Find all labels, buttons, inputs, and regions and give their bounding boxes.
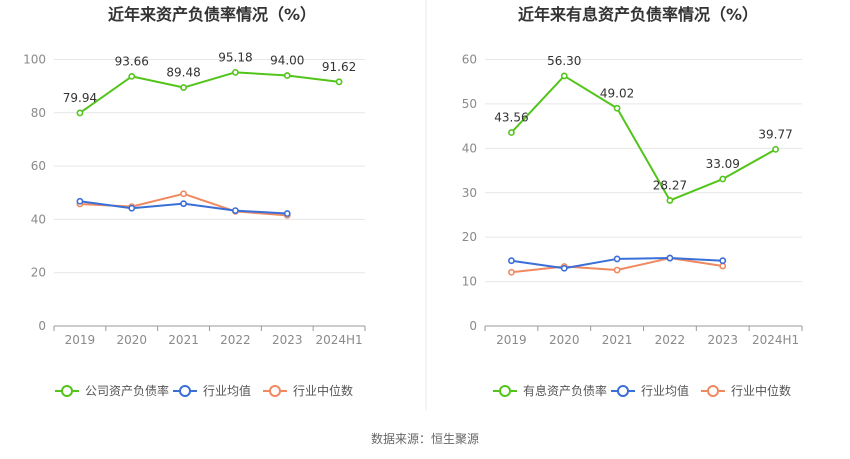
y-tick-label: 0 (469, 319, 477, 333)
x-tick-label: 2023 (707, 333, 738, 347)
legend-label: 行业均值 (203, 383, 251, 398)
series-line (79, 71, 340, 114)
y-tick-label: 60 (31, 159, 46, 173)
data-point (283, 210, 291, 217)
data-point (283, 72, 291, 79)
y-tick-label: 10 (462, 275, 477, 289)
data-label: 28.27 (653, 178, 687, 192)
data-point (613, 266, 621, 274)
data-label: 49.02 (600, 86, 634, 100)
data-label: 79.94 (63, 91, 97, 105)
data-point (666, 254, 674, 262)
data-point (772, 145, 779, 153)
data-point (180, 84, 187, 91)
data-point (666, 197, 674, 204)
data-point (335, 78, 343, 86)
x-tick-label: 2019 (65, 333, 96, 347)
data-label: 56.30 (547, 54, 581, 68)
data-point (508, 268, 515, 276)
data-point (76, 109, 84, 117)
y-tick-label: 20 (462, 230, 477, 244)
data-source: 数据来源：恒生聚源 (371, 431, 479, 446)
data-point (613, 104, 621, 112)
data-label: 43.56 (494, 111, 528, 125)
x-tick-label: 2020 (549, 333, 580, 347)
data-label: 33.09 (706, 157, 740, 171)
legend-label: 行业中位数 (731, 383, 791, 398)
legend-item[interactable]: 行业均值 (173, 383, 251, 398)
y-tick-label: 0 (38, 319, 46, 333)
legend-item[interactable]: 行业均值 (611, 383, 689, 398)
x-tick-label: 2019 (496, 333, 527, 347)
data-point (232, 207, 239, 215)
data-point (232, 68, 239, 76)
data-point (613, 255, 621, 263)
data-point (719, 257, 727, 265)
y-tick-label: 20 (31, 266, 46, 280)
y-tick-label: 30 (462, 186, 477, 200)
interest-bearing-debt-ratio-chart: 近年来有息资产负债率情况（%） 0 10 20 30 40 50 60 2019 2020 2021… (462, 5, 803, 398)
data-point (180, 200, 187, 208)
data-point (128, 204, 136, 212)
x-tick-label: 2022 (655, 333, 686, 347)
y-tick-label: 40 (31, 212, 46, 226)
data-label: 93.66 (115, 54, 149, 68)
legend-label: 公司资产负债率 (85, 383, 169, 398)
y-tick-label: 80 (31, 106, 46, 120)
y-tick-label: 50 (462, 97, 477, 111)
legend-item[interactable]: 行业中位数 (701, 383, 791, 398)
legend-item[interactable]: 公司资产负债率 (55, 383, 169, 398)
data-label: 89.48 (166, 66, 200, 80)
data-point (508, 129, 515, 136)
legend-item[interactable]: 有息资产负债率 (493, 383, 607, 398)
data-label: 94.00 (270, 53, 304, 67)
x-tick-label: 2021 (168, 333, 199, 347)
data-point (560, 264, 568, 272)
debt-ratio-chart: 近年来资产负债率情况（%） 0 20 40 60 80 100 2019 2020 2021 202… (23, 5, 366, 398)
data-point (508, 257, 515, 265)
x-tick-label: 2024H1 (315, 333, 362, 347)
data-point (719, 175, 727, 183)
legend-marker-icon (179, 385, 191, 397)
legend-label: 行业中位数 (293, 383, 353, 398)
x-tick-label: 2024H1 (752, 333, 799, 347)
data-point (128, 72, 136, 80)
y-tick-label: 40 (462, 141, 477, 155)
y-tick-label: 60 (462, 53, 477, 67)
legend-marker-icon (61, 385, 73, 397)
data-point (719, 262, 727, 270)
data-label: 95.18 (218, 50, 252, 64)
legend-marker-icon (707, 385, 719, 397)
x-tick-label: 2023 (272, 333, 303, 347)
legend-marker-icon (499, 385, 511, 397)
x-tick-label: 2021 (602, 333, 633, 347)
x-tick-label: 2020 (116, 333, 147, 347)
data-point (180, 190, 187, 198)
legend-label: 有息资产负债率 (523, 383, 607, 398)
chart-title: 近年来有息资产负债率情况（%） (518, 5, 758, 24)
data-label: 91.62 (322, 60, 356, 74)
series-line (510, 74, 777, 202)
legend-marker-icon (617, 385, 629, 397)
x-tick-label: 2022 (220, 333, 251, 347)
legend-label: 行业均值 (641, 383, 689, 398)
y-tick-label: 100 (23, 53, 46, 67)
legend-item[interactable]: 行业中位数 (263, 383, 353, 398)
legend-marker-icon (269, 385, 281, 397)
data-point (560, 72, 568, 80)
data-label: 39.77 (758, 127, 792, 141)
data-point (76, 197, 84, 205)
chart-title: 近年来资产负债率情况（%） (108, 5, 316, 24)
